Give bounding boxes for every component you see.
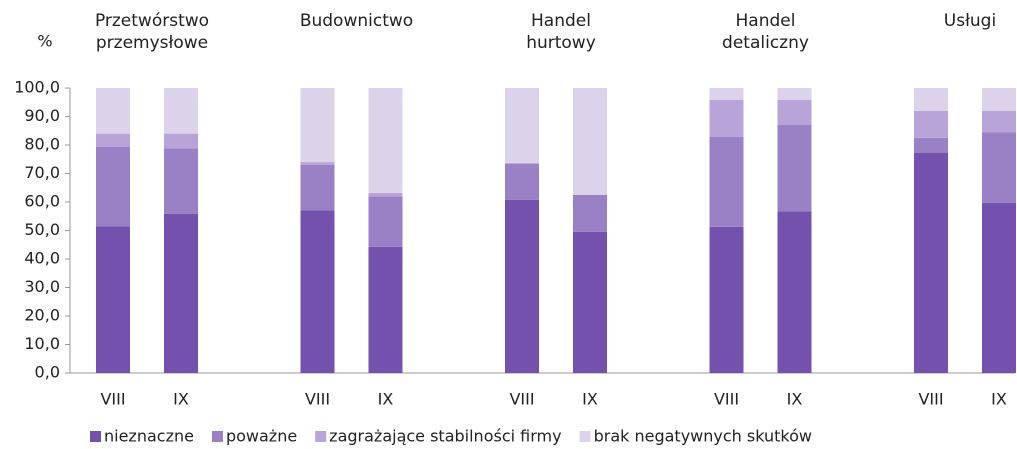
bar-segment xyxy=(777,99,812,126)
bar-segment xyxy=(709,226,744,373)
bar-segment xyxy=(982,110,1016,133)
y-axis-title: % xyxy=(37,32,52,51)
y-tick-label: 20,0 xyxy=(24,306,60,325)
bar-segment xyxy=(914,137,948,153)
bar-segment xyxy=(777,125,812,212)
y-tick-label: 50,0 xyxy=(24,220,60,239)
bar-segment xyxy=(505,163,539,200)
group-label: Budownictwo xyxy=(299,11,414,31)
bar-segment xyxy=(164,88,198,134)
x-tick-label: VIII xyxy=(714,390,739,409)
bar-segment xyxy=(164,133,198,149)
bar-segment xyxy=(777,88,812,100)
bar-segment xyxy=(368,246,403,373)
legend-swatch xyxy=(90,431,101,442)
bar-segment xyxy=(573,231,607,373)
legend-swatch xyxy=(315,431,327,442)
group-label: Przetwórstwo przemysłowe xyxy=(94,11,210,53)
y-tick-label: 40,0 xyxy=(24,249,60,268)
legend-label: nieznaczne xyxy=(104,427,194,446)
bar-segment xyxy=(505,199,539,373)
x-tick-label: VIII xyxy=(918,390,943,409)
legend-label: brak negatywnych skutków xyxy=(594,427,812,446)
bar-segment xyxy=(709,99,744,138)
y-tick-label: 90,0 xyxy=(24,106,60,125)
group-label: Handel hurtowy xyxy=(526,11,596,53)
y-tick-label: 0,0 xyxy=(35,363,60,382)
x-tick-label: VIII xyxy=(305,390,330,409)
y-tick-label: 30,0 xyxy=(24,277,60,296)
bar-segment xyxy=(573,88,607,195)
bar-segment xyxy=(96,88,130,134)
bar-segment xyxy=(914,110,948,138)
bar-segment xyxy=(777,211,812,373)
bar-segment xyxy=(914,88,948,111)
legend-label: zagrażające stabilności firmy xyxy=(329,427,561,446)
bar-segment xyxy=(982,132,1016,203)
legend-swatch xyxy=(579,431,591,442)
bar-segment xyxy=(368,196,403,247)
x-tick-label: IX xyxy=(991,390,1007,409)
bar-segment xyxy=(164,213,198,373)
bar-segment xyxy=(300,210,335,373)
x-tick-label: VIII xyxy=(509,390,534,409)
bar-segment xyxy=(709,137,744,227)
group-label: Handel detaliczny xyxy=(722,11,809,53)
x-tick-label: IX xyxy=(378,390,394,409)
bar-segment xyxy=(96,226,130,373)
bar-segment xyxy=(300,88,335,163)
y-tick-label: 70,0 xyxy=(24,163,60,182)
x-tick-label: VIII xyxy=(100,390,125,409)
y-tick-label: 100,0 xyxy=(14,78,60,97)
bar-segment xyxy=(914,152,948,373)
bar-segment xyxy=(368,192,403,197)
bar-segment xyxy=(982,202,1016,373)
bar-segment xyxy=(96,133,130,147)
y-tick-label: 60,0 xyxy=(24,192,60,211)
bar-segment xyxy=(505,88,539,164)
legend-swatch xyxy=(211,431,223,442)
legend-label: poważne xyxy=(226,427,297,446)
y-tick-label: 10,0 xyxy=(24,334,60,353)
bar-segment xyxy=(300,162,335,165)
bar-segment xyxy=(368,88,403,193)
bar-segment xyxy=(573,194,607,232)
x-tick-label: IX xyxy=(582,390,598,409)
bar-segment xyxy=(709,88,744,100)
bar-segment xyxy=(96,146,130,227)
bar-segment xyxy=(164,148,198,214)
y-tick-label: 80,0 xyxy=(24,135,60,154)
x-tick-label: IX xyxy=(173,390,189,409)
bar-segment xyxy=(982,88,1016,111)
x-tick-label: IX xyxy=(787,390,803,409)
bar-segment xyxy=(300,164,335,211)
group-label: Usługi xyxy=(943,11,997,31)
